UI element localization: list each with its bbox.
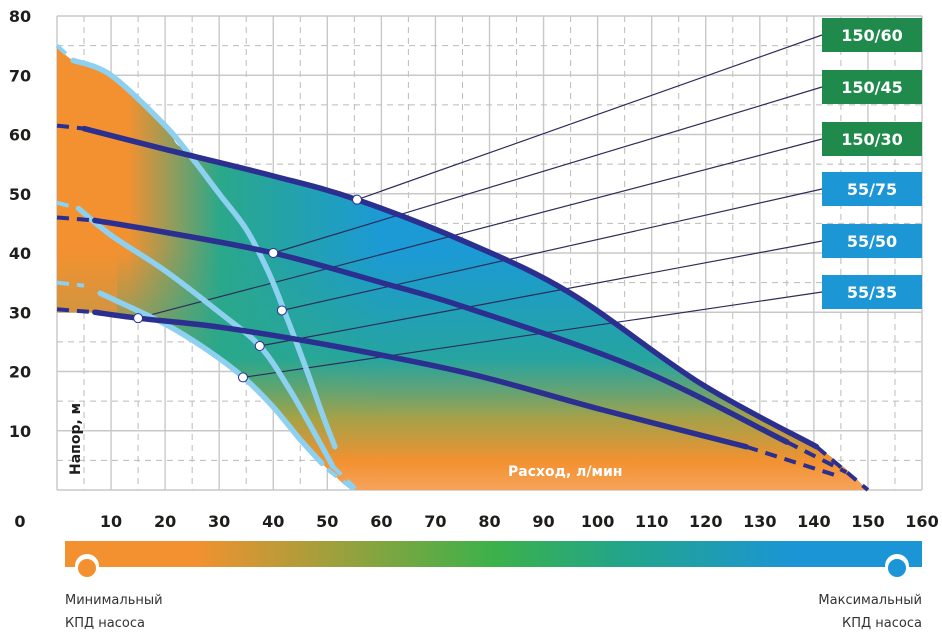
x-tick-label: 100 <box>581 512 614 531</box>
max-efficiency-dot <box>888 559 906 577</box>
legend-label-55-35: 55/35 <box>847 283 897 302</box>
x-tick-label: 140 <box>797 512 830 531</box>
curve-tail-150-60 <box>815 445 870 492</box>
y-tick-label: 60 <box>9 126 31 145</box>
y-tick-label: 20 <box>9 363 31 382</box>
x-tick-label: 20 <box>154 512 176 531</box>
max-label-line2: КПД насоса <box>842 616 922 631</box>
curve-lead-55-35 <box>56 280 85 288</box>
x-tick-label: 110 <box>635 512 668 531</box>
curves <box>55 44 870 492</box>
legend-box-55-75 <box>822 172 922 206</box>
x-tick-label: 130 <box>743 512 776 531</box>
x-tick-label: 120 <box>689 512 722 531</box>
marker-55-50 <box>254 341 265 352</box>
legend-box-55-35 <box>822 275 922 309</box>
curve-tail-55-35 <box>326 467 356 492</box>
legend-label-55-50: 55/50 <box>847 232 897 251</box>
curve-55-50 <box>75 205 336 470</box>
curve-150-30 <box>92 309 750 450</box>
x-tick-label: 0 <box>14 512 25 531</box>
x-tick-label: 70 <box>424 512 446 531</box>
legend-label-55-75: 55/75 <box>847 180 897 199</box>
leader-150-60 <box>356 34 823 201</box>
markers <box>133 194 363 383</box>
min-label-line1: Минимальный <box>65 593 163 608</box>
min-label-line2: КПД насоса <box>65 616 145 631</box>
curve-lead-150-60 <box>56 123 85 131</box>
legend-box-150-45 <box>822 70 922 104</box>
curve-lead-55-75 <box>55 44 75 62</box>
efficiency-scale: Минимальный КПД насоса Максимальный КПД … <box>65 541 922 631</box>
leader-55-35 <box>242 291 823 379</box>
legend-label-150-45: 150/45 <box>841 78 903 97</box>
max-label-line1: Максимальный <box>818 593 922 608</box>
curve-tail-55-50 <box>331 464 359 492</box>
leader-lines <box>137 34 823 379</box>
leader-55-50 <box>259 240 823 347</box>
curve-150-60 <box>81 125 820 450</box>
efficiency-gradient-bar <box>65 541 922 567</box>
curve-150-45 <box>92 217 790 445</box>
x-tick-label: 90 <box>532 512 554 531</box>
marker-150-45 <box>268 248 279 258</box>
x-axis-label: Расход, л/мин <box>508 464 622 480</box>
legend-boxes: 150/60 150/45 150/30 55/75 55/50 55/35 <box>822 18 922 309</box>
y-tick-label: 80 <box>9 7 31 26</box>
y-tick-label: 30 <box>9 303 31 322</box>
min-efficiency-dot <box>78 559 96 577</box>
legend-box-55-50 <box>822 224 922 258</box>
x-tick-label: 10 <box>100 512 122 531</box>
marker-55-35 <box>237 372 248 383</box>
legend-box-150-60 <box>822 18 922 52</box>
x-tick-label: 50 <box>316 512 338 531</box>
legend-label-150-30: 150/30 <box>841 130 903 149</box>
x-tick-label: 160 <box>905 512 938 531</box>
x-tick-label: 30 <box>208 512 230 531</box>
curve-lead-55-50 <box>56 200 80 211</box>
curve-55-75 <box>70 57 338 450</box>
curve-tail-150-45 <box>785 440 848 475</box>
curve-tail-150-30 <box>745 444 837 478</box>
y-tick-label: 10 <box>9 422 31 441</box>
marker-55-75 <box>276 305 287 316</box>
marker-150-60 <box>352 194 363 205</box>
legend-box-150-30 <box>822 122 922 156</box>
curve-lead-150-45 <box>56 215 95 223</box>
x-tick-label: 80 <box>478 512 500 531</box>
leader-150-30 <box>137 138 823 319</box>
y-tick-label: 70 <box>9 66 31 85</box>
x-tick-label: 40 <box>262 512 284 531</box>
x-tick-label: 150 <box>851 512 884 531</box>
leader-55-75 <box>281 188 823 312</box>
tick-labels: 0 10 20 30 40 50 60 70 80 90 100 110 120 130 140 150 160… <box>9 7 939 531</box>
y-axis-label: Напор, м <box>68 403 84 475</box>
curve-lead-150-30 <box>56 307 95 315</box>
leader-150-45 <box>273 86 823 254</box>
x-tick-label: 60 <box>370 512 392 531</box>
legend-label-150-60: 150/60 <box>841 26 903 45</box>
y-tick-label: 40 <box>9 244 31 263</box>
y-tick-label: 50 <box>9 185 31 204</box>
marker-150-30 <box>133 313 144 324</box>
